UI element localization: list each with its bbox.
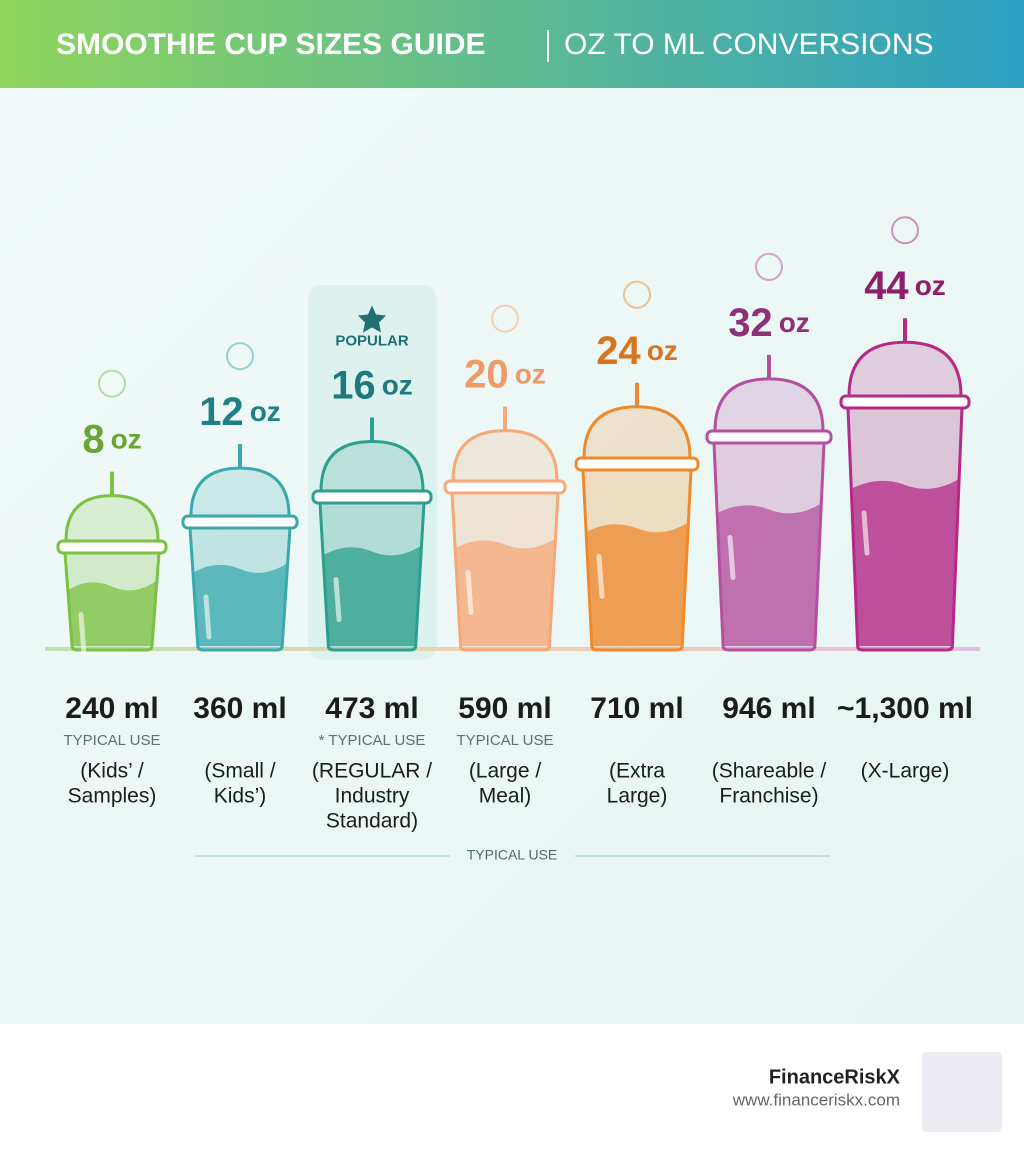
use-text: Industry (335, 785, 410, 808)
use-text: Franchise) (719, 785, 818, 808)
size-unit: oz (915, 271, 946, 302)
cup-rim (311, 489, 433, 505)
use-text: Standard) (326, 810, 418, 833)
use-text: (Shareable / (712, 760, 827, 783)
ml: 946 ml (722, 692, 815, 725)
ml: 590 ml (458, 692, 551, 725)
url: www.financeriskx.com (732, 1090, 900, 1109)
header-bar (0, 0, 1024, 88)
icon (491, 304, 519, 333)
use-text: (REGULAR / (312, 760, 432, 783)
size-unit: oz (779, 307, 810, 338)
footer (0, 1024, 1024, 1154)
use-text: (X-Large) (861, 760, 950, 783)
use-text: (Large / (469, 760, 542, 783)
use-text: Kids’) (214, 785, 267, 808)
cup-shine (78, 612, 87, 657)
size-number: 8 (82, 417, 104, 461)
size-unit: oz (111, 424, 142, 455)
cup-rim (839, 394, 971, 410)
brand: FinanceRiskX (769, 1066, 901, 1088)
badge-star (358, 305, 386, 333)
cup-liquid (716, 503, 822, 646)
cup-rim (443, 479, 567, 495)
size-label: 20 oz (464, 352, 546, 396)
cup-liquid (192, 563, 288, 646)
use-text: (Extra (609, 760, 665, 783)
cup-shine (203, 594, 212, 640)
cup-liquid (322, 545, 422, 646)
icon (891, 216, 919, 245)
size-unit: oz (647, 335, 678, 366)
cup-shine (596, 553, 605, 599)
cup-liquid (850, 479, 960, 646)
size-number: 20 (464, 352, 509, 396)
logo (922, 1052, 1002, 1132)
footer-label: TYPICAL USE (467, 847, 558, 863)
cup-liquid (67, 580, 157, 646)
size-label: 12 oz (199, 390, 281, 434)
size-label: 8 oz (82, 417, 141, 461)
icon (98, 369, 126, 398)
title: SMOOTHIE CUP SIZES GUIDE (56, 28, 486, 61)
size-number: 24 (596, 328, 641, 372)
use-text: Large) (607, 785, 668, 808)
size-unit: oz (382, 370, 413, 401)
cup-rim (56, 539, 168, 555)
ml: 710 ml (590, 692, 683, 725)
size-label: 32 oz (728, 300, 810, 344)
use-text: Samples) (68, 785, 157, 808)
icon (623, 280, 651, 309)
cup-liquid (585, 522, 689, 646)
size-number: 32 (728, 300, 773, 344)
ml: 240 ml (65, 692, 158, 725)
size-unit: oz (515, 359, 546, 390)
use-note: TYPICAL USE (457, 732, 554, 749)
use-text: Meal) (479, 785, 532, 808)
size-number: 16 (331, 363, 376, 407)
size-number: 44 (864, 264, 909, 308)
ml: 473 ml (325, 692, 418, 725)
use-text: (Kids’ / (80, 760, 144, 783)
cup-liquid (454, 538, 556, 646)
icon (226, 342, 254, 371)
badge: POPULAR (335, 332, 409, 349)
use-note: TYPICAL USE (64, 732, 161, 749)
cup-rim (574, 456, 700, 472)
subtitle: OZ TO ML CONVERSIONS (564, 28, 934, 61)
size-unit: oz (250, 397, 281, 428)
size-label: 24 oz (596, 328, 678, 372)
cup-shine (861, 510, 870, 556)
size-number: 12 (199, 390, 244, 434)
icon (755, 252, 783, 281)
ml: 360 ml (193, 692, 286, 725)
size-label: 16 oz (331, 363, 413, 407)
use-text: (Small / (204, 760, 275, 783)
ml: ~1,300 ml (837, 692, 973, 725)
use-note: * TYPICAL USE (319, 732, 426, 749)
cup-shine (465, 570, 474, 615)
cup-rim (705, 429, 833, 445)
cup-shine (727, 535, 736, 580)
cup-rim (181, 514, 299, 530)
size-label: 44 oz (864, 264, 946, 308)
cup-shine (333, 577, 342, 622)
